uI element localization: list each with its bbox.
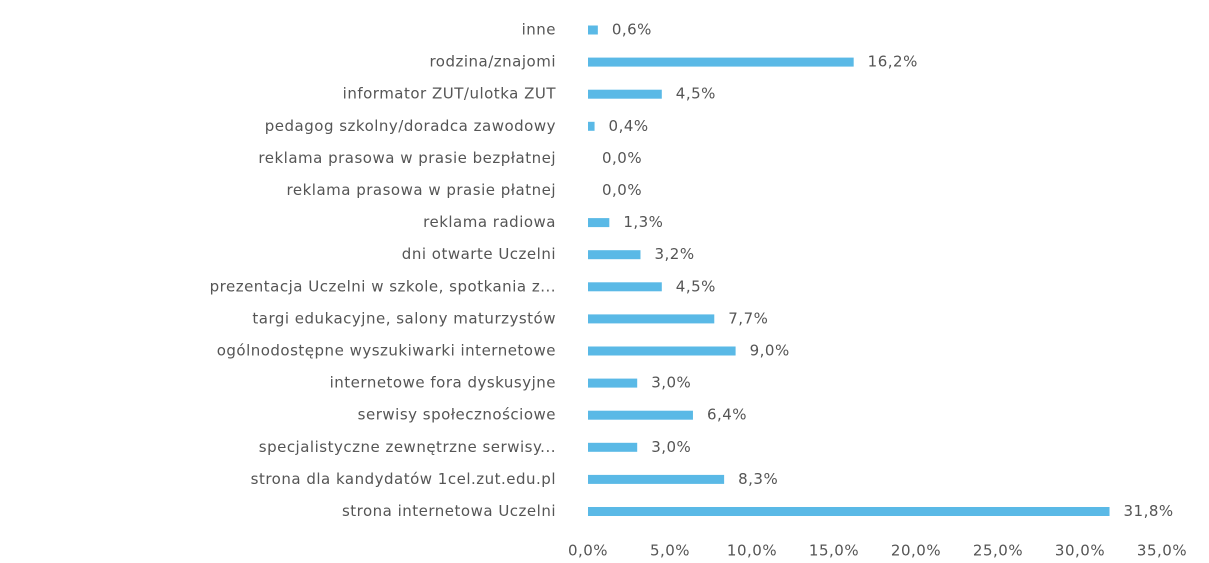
y-tick-label: ogólnodostępne wyszukiwarki internetowe (217, 342, 556, 360)
bar (588, 57, 854, 67)
y-tick-label: rodzina/znajomi (429, 53, 556, 71)
bar (588, 314, 715, 324)
value-label: 31,8% (1124, 502, 1174, 520)
value-label: 0,6% (612, 21, 652, 39)
x-tick-label: 5,0% (650, 542, 690, 560)
y-tick-label: internetowe fora dyskusyjne (330, 374, 556, 392)
y-tick-label: inne (522, 21, 556, 39)
y-tick-label: specjalistyczne zewnętrzne serwisy... (259, 438, 556, 456)
value-label: 4,5% (676, 85, 716, 103)
bar (588, 282, 662, 292)
x-tick-label: 35,0% (1137, 542, 1187, 560)
y-tick-label: pedagog szkolny/doradca zawodowy (265, 117, 556, 135)
value-label: 0,0% (602, 149, 642, 167)
bar (588, 121, 595, 131)
value-label: 6,4% (707, 406, 747, 424)
value-label: 9,0% (750, 342, 790, 360)
y-tick-label: prezentacja Uczelni w szkole, spotkania … (210, 277, 556, 295)
y-tick-label: reklama prasowa w prasie płatnej (287, 181, 556, 199)
bar (588, 25, 598, 35)
value-label: 8,3% (738, 470, 778, 488)
value-label: 3,0% (651, 374, 691, 392)
y-tick-label: strona internetowa Uczelni (342, 502, 556, 520)
y-tick-label: targi edukacyjne, salony maturzystów (252, 309, 556, 327)
x-tick-label: 20,0% (891, 542, 941, 560)
value-label: 1,3% (623, 213, 663, 231)
value-label: 0,0% (602, 181, 642, 199)
x-tick-label: 0,0% (568, 542, 608, 560)
y-tick-label: strona dla kandydatów 1cel.zut.edu.pl (251, 470, 556, 488)
x-tick-label: 15,0% (809, 542, 859, 560)
y-tick-label: reklama radiowa (423, 213, 556, 231)
y-tick-label: informator ZUT/ulotka ZUT (343, 85, 557, 103)
x-tick-label: 10,0% (727, 542, 777, 560)
bar (588, 250, 641, 260)
bar (588, 410, 693, 420)
x-tick-label: 30,0% (1055, 542, 1105, 560)
value-label: 0,4% (609, 117, 649, 135)
y-tick-label: serwisy społecznościowe (358, 406, 556, 424)
y-tick-label: reklama prasowa w prasie bezpłatnej (258, 149, 556, 167)
value-label: 16,2% (868, 53, 918, 71)
bar (588, 89, 662, 99)
bar (588, 346, 736, 356)
x-tick-label: 25,0% (973, 542, 1023, 560)
bar (588, 474, 725, 484)
value-label: 3,2% (654, 245, 694, 263)
value-label: 3,0% (651, 438, 691, 456)
bar (588, 378, 638, 388)
y-tick-label: dni otwarte Uczelni (402, 245, 556, 263)
bar (588, 507, 1110, 516)
bar (588, 442, 638, 452)
value-label: 4,5% (676, 277, 716, 295)
bar (588, 218, 610, 228)
value-label: 7,7% (728, 309, 768, 327)
